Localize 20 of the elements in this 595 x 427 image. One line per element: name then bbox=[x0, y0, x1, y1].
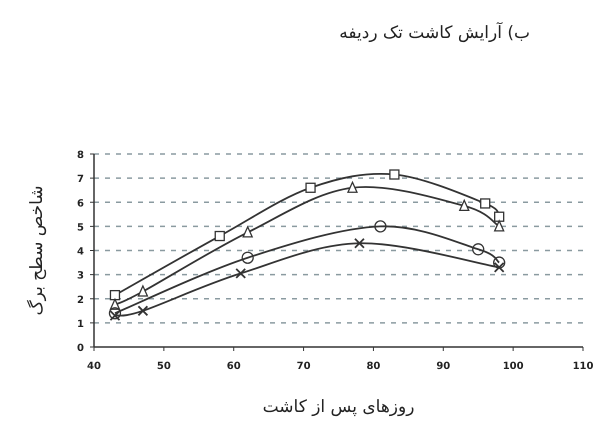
y-tick-label: 3 bbox=[77, 270, 84, 282]
x-tick-label: 50 bbox=[156, 361, 171, 372]
x-tick-label: 110 bbox=[572, 361, 594, 372]
y-tick-label: 2 bbox=[77, 294, 84, 306]
x-tick-label: 60 bbox=[226, 361, 241, 372]
x-tick-label: 80 bbox=[366, 361, 380, 372]
x-tick-label: 90 bbox=[436, 361, 450, 372]
y-tick-label: 5 bbox=[77, 222, 84, 234]
y-tick-label: 7 bbox=[77, 174, 84, 186]
x-tick-label: 100 bbox=[502, 361, 524, 372]
y-tick-label: 1 bbox=[77, 318, 84, 330]
x-tick-label: 70 bbox=[296, 361, 311, 372]
chart-title: ب) آرایش کاشت تک ردیفه bbox=[339, 22, 530, 43]
y-tick-label: 8 bbox=[77, 150, 84, 161]
y-tick-label: 6 bbox=[77, 198, 84, 210]
y-axis-title: شاخص سطح برگ bbox=[26, 185, 47, 316]
x-axis-title: روزهای پس از کاشت bbox=[262, 397, 414, 417]
y-tick-label: 0 bbox=[77, 343, 84, 354]
y-tick-label: 4 bbox=[77, 246, 84, 258]
x-tick-label: 40 bbox=[87, 361, 101, 372]
